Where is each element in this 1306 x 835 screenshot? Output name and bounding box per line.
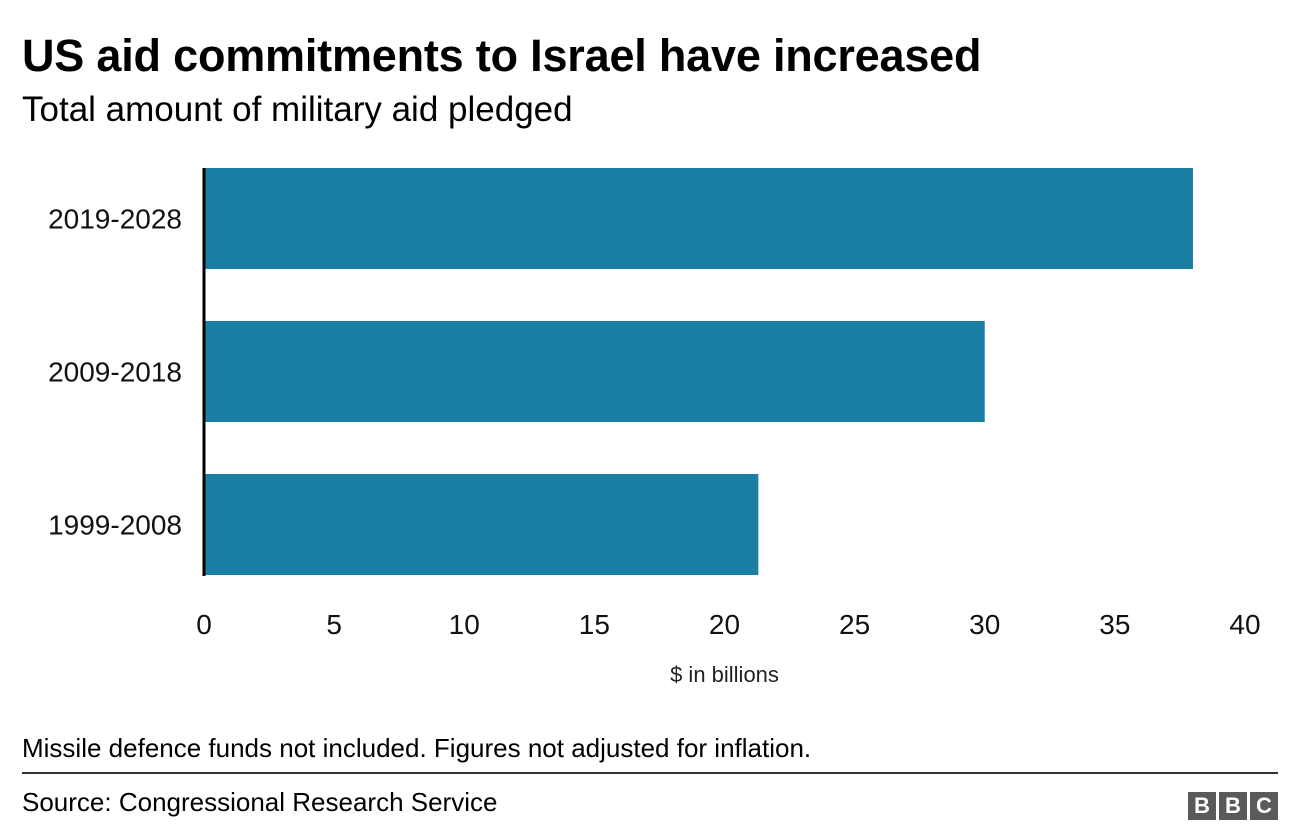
divider — [22, 772, 1278, 774]
x-tick-label: 30 — [969, 609, 1000, 640]
footnote: Missile defence funds not included. Figu… — [22, 733, 812, 763]
bar — [204, 474, 759, 575]
x-tick-label: 20 — [709, 609, 740, 640]
bbc-logo-letter: B — [1219, 792, 1247, 820]
bar — [204, 321, 985, 422]
chart-subtitle: Total amount of military aid pledged — [22, 90, 573, 129]
x-tick-label: 40 — [1229, 609, 1260, 640]
bar-chart: 2019-2028 2009-2018 1999-2008 0 5 10 15 20 25 30 3… — [48, 168, 1261, 687]
category-label: 1999-2008 — [48, 510, 182, 541]
bbc-logo-letter: B — [1188, 792, 1216, 820]
chart-title: US aid commitments to Israel have increa… — [22, 30, 982, 81]
bbc-logo-letter: C — [1250, 792, 1278, 820]
bar — [204, 168, 1193, 269]
bbc-logo: B B C — [1188, 792, 1278, 820]
x-tick-label: 15 — [579, 609, 610, 640]
x-tick-label: 5 — [326, 609, 342, 640]
category-label: 2009-2018 — [48, 357, 182, 388]
source-note: Source: Congressional Research Service — [22, 787, 498, 817]
x-tick-label: 35 — [1099, 609, 1130, 640]
x-axis-label: $ in billions — [670, 662, 779, 687]
x-tick-label: 0 — [196, 609, 212, 640]
x-tick-label: 25 — [839, 609, 870, 640]
x-tick-label: 10 — [449, 609, 480, 640]
category-label: 2019-2028 — [48, 204, 182, 235]
